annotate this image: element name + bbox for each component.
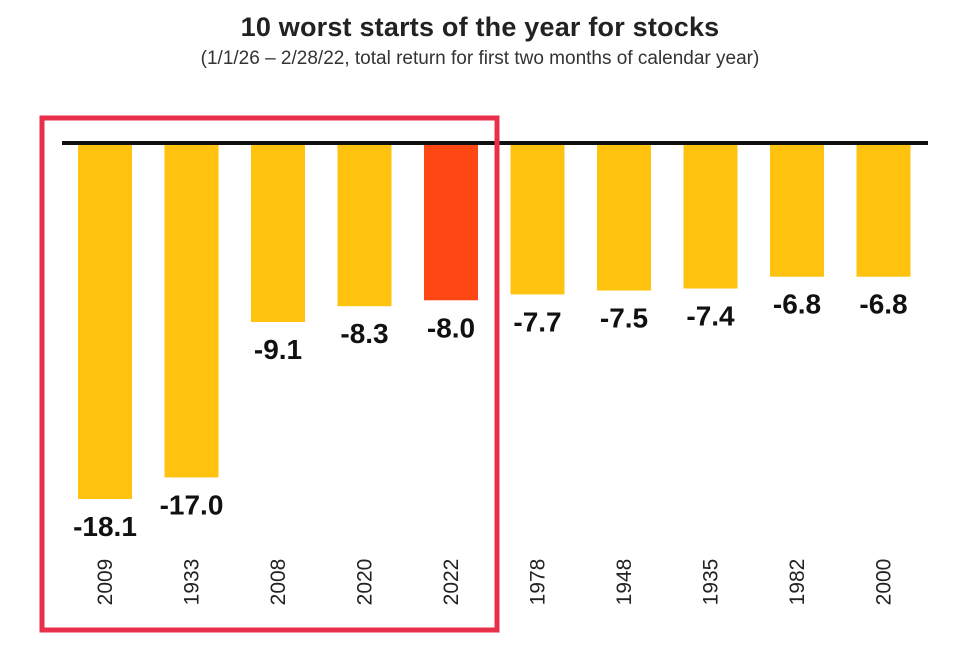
- category-label-2009: 2009: [94, 559, 117, 606]
- category-label-2008: 2008: [267, 559, 290, 606]
- category-label-2022: 2022: [440, 559, 463, 606]
- bar-2009: [78, 143, 132, 499]
- chart-title: 10 worst starts of the year for stocks: [240, 12, 720, 42]
- category-label-1948: 1948: [613, 559, 636, 606]
- value-label-1935: -7.4: [686, 301, 735, 332]
- value-label-1948: -7.5: [600, 303, 648, 334]
- bar-1948: [597, 143, 651, 291]
- value-label-2020: -8.3: [340, 318, 388, 349]
- category-label-2020: 2020: [354, 559, 377, 606]
- category-label-1982: 1982: [786, 559, 809, 606]
- category-label-1978: 1978: [527, 559, 550, 606]
- value-label-1982: -6.8: [773, 289, 821, 320]
- value-label-2000: -6.8: [859, 289, 907, 320]
- bar-1982: [770, 143, 824, 277]
- category-label-1935: 1935: [700, 559, 723, 606]
- bar-2020: [337, 143, 392, 307]
- category-label-2000: 2000: [873, 559, 896, 606]
- bar-2008: [251, 143, 305, 322]
- value-label-1978: -7.7: [513, 306, 561, 337]
- bar-1933: [164, 143, 219, 478]
- bar-1978: [510, 143, 565, 295]
- chart-subtitle: (1/1/26 – 2/28/22, total return for firs…: [200, 48, 760, 69]
- bar-1935: [683, 143, 738, 289]
- bar-2000: [856, 143, 911, 277]
- value-label-1933: -17.0: [160, 489, 224, 520]
- value-label-2008: -9.1: [254, 334, 302, 365]
- value-label-2009: -18.1: [73, 511, 137, 542]
- bar-2022: [424, 143, 478, 301]
- highlight-group-box: [39, 115, 500, 633]
- category-label-1933: 1933: [181, 559, 204, 606]
- value-label-2022: -8.0: [427, 312, 475, 343]
